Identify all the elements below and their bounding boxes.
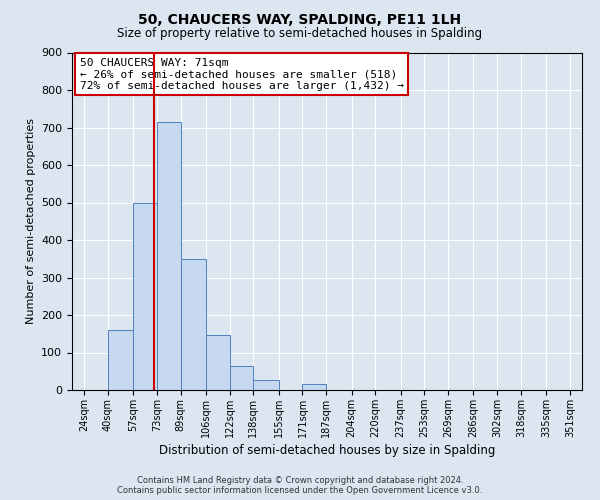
Bar: [157, 122, 181, 390]
Text: Size of property relative to semi-detached houses in Spalding: Size of property relative to semi-detach…: [118, 28, 482, 40]
Bar: [302, 384, 326, 390]
Text: Contains HM Land Registry data © Crown copyright and database right 2024.
Contai: Contains HM Land Registry data © Crown c…: [118, 476, 482, 495]
Bar: [181, 259, 206, 390]
Bar: [206, 334, 230, 390]
Bar: [253, 380, 278, 390]
Bar: [133, 202, 157, 390]
Bar: [107, 330, 133, 390]
Text: 50, CHAUCERS WAY, SPALDING, PE11 1LH: 50, CHAUCERS WAY, SPALDING, PE11 1LH: [139, 12, 461, 26]
Bar: [230, 366, 253, 390]
Y-axis label: Number of semi-detached properties: Number of semi-detached properties: [26, 118, 35, 324]
Text: 50 CHAUCERS WAY: 71sqm
← 26% of semi-detached houses are smaller (518)
72% of se: 50 CHAUCERS WAY: 71sqm ← 26% of semi-det…: [80, 58, 404, 91]
X-axis label: Distribution of semi-detached houses by size in Spalding: Distribution of semi-detached houses by …: [159, 444, 495, 457]
